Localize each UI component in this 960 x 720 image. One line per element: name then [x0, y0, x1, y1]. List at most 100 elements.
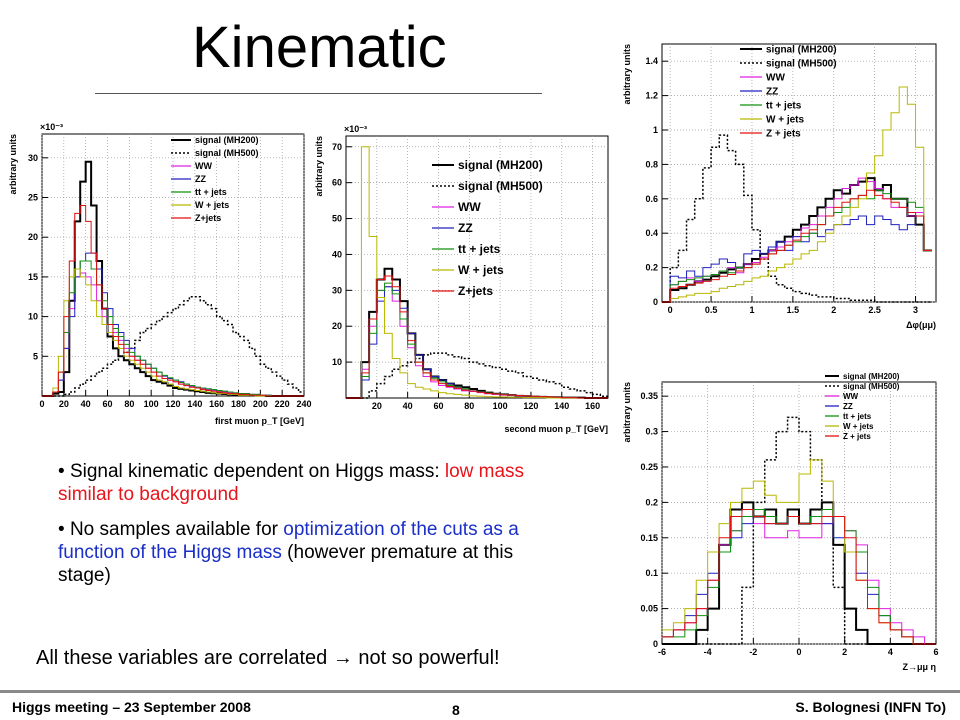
tick-label-y: 0.2 — [645, 263, 658, 273]
tick-label-y: 0.25 — [640, 462, 658, 472]
legend-label: W + jets — [195, 200, 229, 210]
legend-label: ZZ — [766, 87, 778, 98]
legend-label: WW — [843, 392, 859, 401]
tick-label-x: 80 — [124, 399, 134, 409]
tick-label-y: 1.2 — [645, 91, 658, 101]
legend-label: tt + jets — [843, 412, 872, 421]
tick-label-y: 20 — [332, 321, 342, 331]
y-exponent-label: ×10⁻³ — [344, 124, 367, 134]
tick-label-x: 0 — [668, 305, 673, 315]
series-line-3 — [662, 215, 932, 303]
tick-label-x: 180 — [231, 399, 246, 409]
slide-title: Kinematic — [192, 15, 447, 80]
tick-label-y: 25 — [28, 193, 38, 203]
legend-label: Z + jets — [843, 432, 871, 441]
tick-label-x: 2.5 — [868, 305, 881, 315]
series-line-1 — [662, 134, 932, 303]
tick-label-x: 220 — [275, 399, 290, 409]
legend-label: Z+jets — [458, 284, 493, 298]
chart-delta-phi: 0 0.5 1 1.5 2 2.5 3 0 0.2 0.4 0.6 0.8 1 1.2 1.4 signal … — [620, 34, 940, 334]
tick-label-x: 240 — [296, 399, 311, 409]
tick-label-x: 1.5 — [787, 305, 800, 315]
tick-label-y: 0.6 — [645, 194, 658, 204]
tick-label-x: 20 — [59, 399, 69, 409]
tick-label-x: 120 — [523, 401, 538, 411]
tick-label-y: 0.1 — [645, 568, 658, 578]
tick-label-x: 60 — [102, 399, 112, 409]
legend-label: signal (MH200) — [766, 45, 837, 56]
legend-label: ZZ — [458, 221, 473, 235]
tick-label-y: 0.8 — [645, 159, 658, 169]
y-axis-label: arbitrary units — [8, 134, 18, 195]
bullet-2-text: No samples available for — [69, 519, 284, 540]
bullet-2-note: (however premature at this stage) — [58, 542, 514, 586]
tick-label-x: 40 — [81, 399, 91, 409]
bullet-list: • Signal kinematic dependent on Higgs ma… — [58, 460, 568, 599]
series-line-4 — [662, 189, 932, 303]
tick-label-x: -6 — [658, 647, 666, 657]
legend-label: WW — [195, 161, 212, 171]
y-axis-label: arbitrary units — [622, 382, 632, 443]
tick-label-y: 0 — [653, 639, 658, 649]
x-axis-label: Δφ(μμ) — [906, 320, 936, 330]
tick-label-y: 50 — [332, 214, 342, 224]
tick-label-y: 5 — [33, 351, 38, 361]
tick-label-y: 1 — [653, 125, 658, 135]
tick-label-y: 0.05 — [640, 604, 658, 614]
legend-label: tt + jets — [766, 101, 802, 112]
tick-label-y: 30 — [332, 285, 342, 295]
tick-label-x: 0 — [796, 647, 801, 657]
y-axis-label: arbitrary units — [622, 44, 632, 105]
tick-label-y: 30 — [28, 153, 38, 163]
plot-svg-second-muon-pt: 20 40 60 80 100 120 140 160 10 20 30 40 50 60 70 signal… — [314, 124, 609, 434]
tick-label-x: 4 — [888, 647, 893, 657]
tick-label-x: 0.5 — [705, 305, 718, 315]
tick-label-x: 160 — [209, 399, 224, 409]
tick-label-y: 0.4 — [645, 228, 658, 238]
legend-label: WW — [458, 200, 481, 214]
tick-label-y: 70 — [332, 142, 342, 152]
tick-label-x: 40 — [403, 401, 413, 411]
summary-text: All these variables are correlated → not… — [36, 647, 500, 669]
series-line-6 — [662, 508, 936, 645]
series-line-5 — [346, 146, 608, 399]
legend-label: signal (MH200) — [843, 372, 900, 381]
legend-label: tt + jets — [458, 242, 501, 256]
tick-label-x: 80 — [464, 401, 474, 411]
x-axis-label: Z→μμ η — [902, 662, 936, 672]
bullet-2: • No samples available for optimization … — [58, 519, 519, 586]
tick-label-x: -2 — [749, 647, 757, 657]
tick-label-y: 0 — [653, 297, 658, 307]
x-axis-label: first muon p_T [GeV] — [215, 416, 304, 426]
tick-label-y: 0.15 — [640, 533, 658, 543]
tick-label-y: 40 — [332, 249, 342, 259]
legend-label: signal (MH200) — [195, 135, 259, 145]
legend-label: W + jets — [766, 115, 805, 126]
series-line-5 — [662, 86, 932, 303]
title-underline — [95, 93, 542, 94]
tick-label-y: 10 — [28, 312, 38, 322]
tick-label-x: 2 — [842, 647, 847, 657]
plot-svg-first-muon-pt: 0 20 40 60 80 100 120 140 160 180 200 220 240 5 10 15 20… — [8, 122, 312, 426]
series-line-4 — [42, 260, 304, 397]
tick-label-x: 160 — [585, 401, 600, 411]
tick-label-x: 1 — [749, 305, 754, 315]
tick-label-y: 0.3 — [645, 427, 658, 437]
legend-label: WW — [766, 73, 785, 84]
tick-label-y: 60 — [332, 178, 342, 188]
legend-label: signal (MH500) — [458, 179, 543, 193]
series-line-6 — [662, 189, 932, 303]
bullet-1-highlight: low mass similar to background — [58, 461, 525, 505]
tick-label-x: 200 — [253, 399, 268, 409]
x-axis-label: second muon p_T [GeV] — [504, 424, 608, 434]
tick-label-x: 0 — [39, 399, 44, 409]
legend-label: Z + jets — [766, 129, 801, 140]
chart-second-muon-pt: 20 40 60 80 100 120 140 160 10 20 30 40 50 60 70 signal… — [312, 118, 616, 438]
tick-label-x: 20 — [372, 401, 382, 411]
tick-label-y: 15 — [28, 272, 38, 282]
legend-label: W + jets — [458, 263, 504, 277]
legend-label: signal (MH500) — [843, 382, 900, 391]
legend-label: W + jets — [843, 422, 874, 431]
legend-label: signal (MH200) — [458, 158, 543, 172]
tick-label-y: 0.35 — [640, 391, 658, 401]
